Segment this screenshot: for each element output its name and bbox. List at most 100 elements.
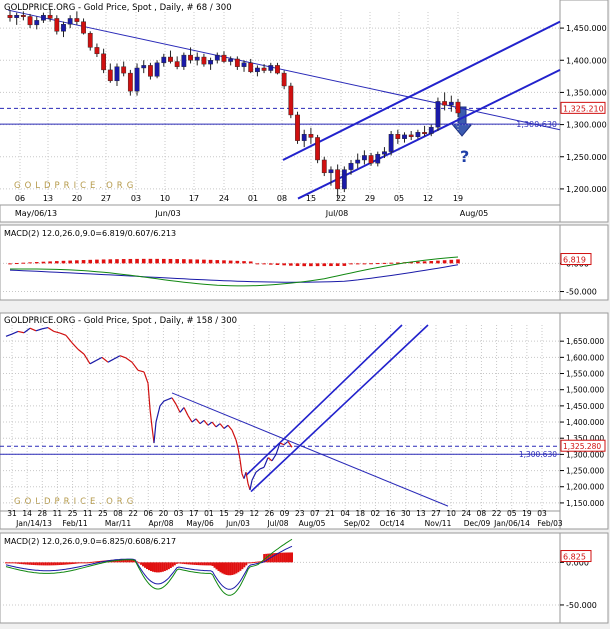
p4-histogram-bar (285, 552, 288, 563)
p2-histogram-bar (322, 263, 327, 267)
candle-body (408, 134, 414, 138)
p4-histogram-bar (213, 562, 216, 568)
p3-price-segment (227, 424, 233, 431)
p2-histogram-bar (389, 262, 393, 264)
p3-price-segment (11, 330, 19, 335)
p4-histogram-bar (251, 562, 254, 564)
p4-histogram-bar (177, 562, 180, 564)
p4-histogram-bar (289, 552, 292, 563)
p4-histogram-bar (50, 562, 53, 566)
p2-histogram-bar (95, 259, 99, 264)
p3-price-segment (207, 421, 213, 426)
panel3-watermark: GOLDPRICE.ORG (14, 497, 137, 507)
p3-price-segment (23, 327, 31, 334)
p3-x-date-label: May/06 (186, 519, 214, 528)
p4-histogram-bar (26, 562, 29, 565)
candle-body (81, 21, 86, 34)
p4-histogram-bar (231, 562, 234, 575)
candle-body (355, 159, 361, 164)
p4-histogram-bar (84, 562, 87, 564)
p4-histogram-bar (130, 559, 133, 563)
p4-histogram-bar (153, 562, 156, 573)
candle-body (241, 62, 247, 67)
p3-price-segment (195, 418, 201, 425)
p3-price-segment (59, 332, 67, 336)
p1-x-tick-label: 06 (15, 194, 25, 203)
p3-x-date-label: Jan/14/13 (15, 519, 52, 528)
p2-histogram-bar (289, 263, 293, 266)
p4-histogram-bar (181, 562, 184, 564)
p3-x-tick-label: 19 (522, 509, 532, 518)
p3-price-segment (175, 403, 181, 413)
p4-histogram-bar (30, 562, 33, 565)
panel1-watermark: GOLDPRICE.ORG (14, 181, 137, 191)
p2-histogram-bar (175, 259, 179, 264)
p3-price-segment (101, 356, 109, 363)
candle-body (248, 62, 254, 73)
p4-histogram-bar (283, 552, 286, 563)
candle-body (234, 58, 240, 67)
candle-body (201, 56, 207, 65)
p2-histogram-bar (268, 263, 273, 265)
candle-body (61, 24, 66, 32)
p3-x-date-label: Aug/05 (299, 519, 326, 528)
p3-price-segment (191, 418, 197, 423)
p2-histogram-bar (141, 258, 146, 264)
candle-body (442, 101, 448, 106)
p3-y-tick-label: 1,450.000 (566, 402, 604, 411)
p3-y-tick-label: 1,650.000 (566, 337, 604, 346)
p3-price-segment (35, 328, 43, 332)
p4-histogram-bar (88, 562, 91, 564)
p3-x-tick-label: 25 (68, 509, 78, 518)
p3-y-tick-label: 1,150.000 (566, 499, 604, 508)
p3-x-tick-label: 27 (431, 509, 441, 518)
p2-histogram-bar (81, 260, 86, 264)
p4-histogram-bar (191, 562, 194, 565)
candle-body (121, 66, 127, 74)
p3-x-tick-label: 26 (265, 509, 275, 518)
p4-histogram-bar (42, 562, 45, 566)
candle-body (87, 33, 93, 48)
p4-histogram-bar (173, 562, 176, 566)
p4-histogram-bar (271, 553, 274, 563)
p2-histogram-bar (228, 260, 233, 264)
p2-last-value-box (560, 253, 592, 266)
p3-x-tick-label: 18 (356, 509, 366, 518)
p3-price-segment (113, 355, 121, 360)
p4-histogram-bar (56, 562, 59, 566)
p2-histogram-bar (28, 262, 32, 264)
p4-histogram-bar (46, 562, 49, 566)
p3-x-tick-label: 16 (386, 509, 396, 518)
p2-histogram-bar (329, 263, 333, 267)
candle-body (375, 153, 381, 164)
p3-price-segment (95, 356, 103, 362)
p3-x-tick-label: 11 (83, 509, 93, 518)
p2-histogram-bar (302, 263, 307, 267)
p2-histogram-bar (222, 260, 226, 264)
candle-body (388, 134, 394, 152)
p3-price-segment (275, 442, 281, 455)
p4-histogram-bar (185, 562, 188, 565)
candle-body (107, 69, 113, 82)
p1-x-tick-label: 15 (306, 194, 316, 203)
p4-histogram-bar (273, 553, 276, 563)
p2-histogram-bar (75, 260, 79, 264)
p4-histogram-bar (18, 562, 21, 564)
p3-price-segment (29, 327, 37, 332)
p4-histogram-bar (275, 553, 278, 563)
p4-histogram-bar (5, 562, 7, 564)
panel-bottom-macd: MACD(2) 12.0,26.0,9.0=6.825/0.608/6.217 … (0, 532, 609, 624)
p2-histogram-bar (456, 259, 460, 264)
p4-histogram-bar (211, 562, 214, 566)
p3-x-date-label: Dec/09 (464, 519, 491, 528)
p3-price-segment (223, 424, 229, 429)
p4-histogram-bar (239, 562, 242, 571)
p4-last-value-label: 6.825 (563, 553, 586, 562)
candle-body (134, 67, 140, 92)
p2-histogram-bar (349, 263, 353, 265)
p3-price-segment (237, 447, 241, 460)
p3-downtrend-line (171, 392, 449, 507)
p2-histogram-bar (375, 263, 380, 265)
candle-body (301, 134, 307, 141)
p3-price-segment (77, 348, 85, 355)
